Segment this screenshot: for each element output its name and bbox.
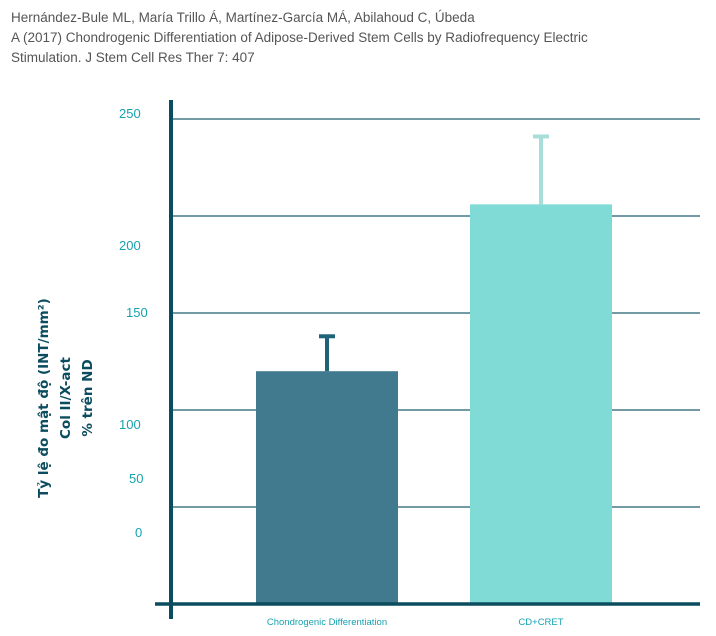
y-axis-label-line-2: Col II/X-act — [58, 356, 74, 439]
y-tick-label: 200 — [119, 238, 141, 253]
y-tick-label: 0 — [135, 525, 142, 540]
axes — [155, 100, 700, 619]
gridlines — [171, 118, 700, 508]
y-axis-label-line-1: Tỷ lệ đo mật độ (INT/mm²) — [36, 298, 52, 498]
citation-line-1: Hernández-Bule ML, María Trillo Á, Martí… — [11, 10, 475, 25]
y-tick-label: 150 — [126, 305, 148, 320]
y-tick-label: 250 — [119, 106, 141, 121]
x-category-label: CD+CRET — [518, 617, 563, 628]
x-category-label: Chondrogenic Differentiation — [267, 617, 387, 628]
y-tick-label: 50 — [129, 471, 143, 486]
bars — [256, 134, 612, 605]
y-axis-label-line-3: % trên ND — [80, 359, 96, 436]
citation-line-2: A (2017) Chondrogenic Differentiation of… — [11, 30, 588, 45]
bar — [256, 371, 398, 604]
citation-line-3: Stimulation. J Stem Cell Res Ther 7: 407 — [11, 50, 255, 65]
citation: Hernández-Bule ML, María Trillo Á, Martí… — [11, 8, 611, 68]
y-axis-label: Tỷ lệ đo mật độ (INT/mm²) Col II/X-act %… — [36, 298, 96, 498]
bar — [470, 204, 612, 605]
x-category-labels: Chondrogenic Differentiation CD+CRET — [267, 617, 564, 628]
y-tick-labels: 250 200 150 100 50 0 — [119, 106, 148, 540]
y-tick-label: 100 — [119, 417, 141, 432]
